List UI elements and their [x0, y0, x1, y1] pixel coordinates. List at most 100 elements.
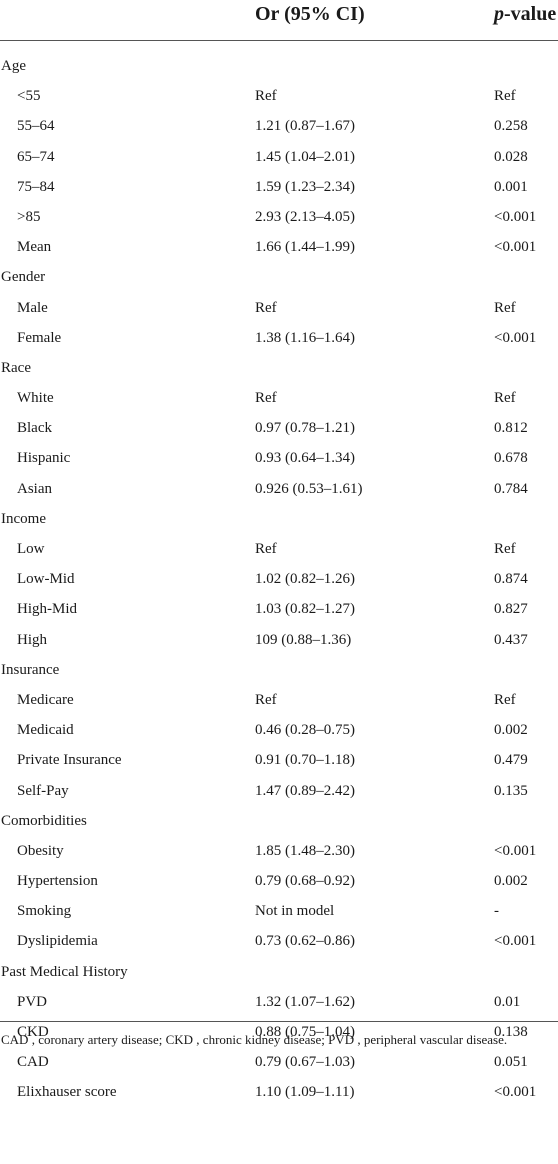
table-row: Medicaid 0.46 (0.28–0.75) 0.002 — [0, 715, 558, 745]
p-value-cell: 0.258 — [494, 118, 528, 135]
variable-label: Elixhauser score — [17, 1084, 117, 1101]
group-label: Race — [1, 359, 31, 376]
odds-ratio-cell: 1.02 (0.82–1.26) — [255, 571, 355, 588]
odds-ratio-cell: 0.46 (0.28–0.75) — [255, 722, 355, 739]
variable-label: Mean — [17, 239, 52, 256]
odds-ratio-cell: 1.21 (0.87–1.67) — [255, 118, 355, 135]
odds-ratio-cell: 0.926 (0.53–1.61) — [255, 480, 363, 497]
p-value-cell: Ref — [494, 88, 516, 105]
odds-ratio-cell: 1.38 (1.16–1.64) — [255, 329, 355, 346]
odds-ratio-cell: 1.45 (1.04–2.01) — [255, 148, 355, 165]
table-row: <55 Ref Ref — [0, 81, 558, 111]
table-row: Black 0.97 (0.78–1.21) 0.812 — [0, 413, 558, 443]
group-label: Past Medical History — [1, 963, 128, 980]
odds-ratio-cell: 1.66 (1.44–1.99) — [255, 239, 355, 256]
odds-ratio-cell: 0.73 (0.62–0.86) — [255, 933, 355, 950]
table-row: CAD 0.79 (0.67–1.03) 0.051 — [0, 1047, 558, 1077]
p-value-cell: Ref — [494, 390, 516, 407]
p-value-cell: 0.812 — [494, 420, 528, 437]
variable-label: >85 — [17, 208, 41, 225]
p-value-cell: 0.827 — [494, 601, 528, 618]
p-value-cell: <0.001 — [494, 329, 537, 346]
group-label: Income — [1, 510, 46, 527]
pvalue-header-italic: p — [494, 3, 504, 25]
odds-ratio-cell: 0.79 (0.67–1.03) — [255, 1054, 355, 1071]
odds-ratio-cell: Ref — [255, 390, 277, 407]
table-row: 65–74 1.45 (1.04–2.01) 0.028 — [0, 142, 558, 172]
table-row: Private Insurance 0.91 (0.70–1.18) 0.479 — [0, 745, 558, 775]
pvalue-header-rest: -value — [504, 3, 557, 25]
odds-ratio-cell: 1.47 (0.89–2.42) — [255, 782, 355, 799]
variable-label: High-Mid — [17, 601, 77, 618]
variable-label: Low-Mid — [17, 571, 75, 588]
group-header-row: Income — [0, 504, 558, 534]
p-value-cell: 0.051 — [494, 1054, 528, 1071]
odds-ratio-cell: Ref — [255, 299, 277, 316]
variable-label: Dyslipidemia — [17, 933, 98, 950]
odds-ratio-cell: 1.10 (1.09–1.11) — [255, 1084, 355, 1101]
table-row: High 109 (0.88–1.36) 0.437 — [0, 625, 558, 655]
variable-label: Medicaid — [17, 722, 74, 739]
odds-ratio-cell: 109 (0.88–1.36) — [255, 631, 352, 648]
table-row: Low-Mid 1.02 (0.82–1.26) 0.874 — [0, 564, 558, 594]
group-header-row: Insurance — [0, 655, 558, 685]
p-value-cell: 0.135 — [494, 782, 528, 799]
p-value-cell: 0.01 — [494, 993, 521, 1010]
table-footnote: CAD , coronary artery disease; CKD , chr… — [1, 1032, 508, 1047]
pvalue-column-header: p-value — [494, 0, 556, 28]
odds-ratio-cell: 1.59 (1.23–2.34) — [255, 178, 355, 195]
odds-ratio-cell: 0.88 (0.75–1.04) — [255, 1024, 355, 1040]
or-column-header: Or (95% CI) — [255, 3, 365, 25]
p-value-cell: 0.479 — [494, 752, 528, 769]
odds-ratio-cell: 0.91 (0.70–1.18) — [255, 752, 355, 769]
group-header-row: Race — [0, 353, 558, 383]
p-value-cell: - — [494, 903, 499, 920]
table-bottom-rule — [0, 1021, 558, 1022]
variable-label: Obesity — [17, 842, 64, 859]
table-body: Age <55 Ref Ref 55–64 1.21 (0.87–1.67) 0.258 65… — [0, 51, 558, 1108]
table-row: >85 2.93 (2.13–4.05) <0.001 — [0, 202, 558, 232]
p-value-cell: 0.001 — [494, 178, 528, 195]
odds-ratio-cell: Ref — [255, 691, 277, 708]
p-value-cell: 0.678 — [494, 450, 528, 467]
variable-label: Black — [17, 420, 52, 437]
group-label: Insurance — [1, 661, 60, 678]
table-row: Hispanic 0.93 (0.64–1.34) 0.678 — [0, 443, 558, 473]
odds-ratio-cell: 1.03 (0.82–1.27) — [255, 601, 355, 618]
variable-label: <55 — [17, 88, 41, 105]
variable-label: Hypertension — [17, 873, 98, 890]
odds-ratio-cell: Ref — [255, 88, 277, 105]
variable-label: High — [17, 631, 47, 648]
p-value-cell: <0.001 — [494, 1084, 537, 1101]
p-value-cell: <0.001 — [494, 208, 537, 225]
table-row: PVD 1.32 (1.07–1.62) 0.01 — [0, 987, 558, 1017]
variable-label: White — [17, 390, 54, 407]
variable-label: Self-Pay — [17, 782, 69, 799]
table-row: Mean 1.66 (1.44–1.99) <0.001 — [0, 232, 558, 262]
table-row: CKD 0.88 (0.75–1.04) 0.138 — [0, 1017, 558, 1047]
p-value-cell: Ref — [494, 299, 516, 316]
variable-label: CKD — [17, 1024, 49, 1040]
table-row: Elixhauser score 1.10 (1.09–1.11) <0.001 — [0, 1077, 558, 1107]
p-value-cell: <0.001 — [494, 842, 537, 859]
odds-ratio-cell: 1.85 (1.48–2.30) — [255, 842, 355, 859]
p-value-cell: Ref — [494, 691, 516, 708]
p-value-cell: Ref — [494, 541, 516, 557]
odds-ratio-cell: Not in model — [255, 903, 335, 920]
p-value-cell: 0.002 — [494, 873, 528, 890]
table-row: Asian 0.926 (0.53–1.61) 0.784 — [0, 474, 558, 504]
table-row: High-Mid 1.03 (0.82–1.27) 0.827 — [0, 594, 558, 624]
variable-label: CAD — [17, 1054, 49, 1071]
variable-label: PVD — [17, 993, 48, 1010]
table-row: White Ref Ref — [0, 383, 558, 413]
p-value-cell: <0.001 — [494, 239, 537, 256]
odds-ratio-cell: Ref — [255, 541, 277, 557]
p-value-cell: 0.138 — [494, 1024, 528, 1040]
table-row: 75–84 1.59 (1.23–2.34) 0.001 — [0, 172, 558, 202]
odds-ratio-cell: 0.79 (0.68–0.92) — [255, 873, 355, 890]
odds-ratio-cell: 1.32 (1.07–1.62) — [255, 993, 355, 1010]
table-row: 55–64 1.21 (0.87–1.67) 0.258 — [0, 111, 558, 141]
group-header-row: Comorbidities — [0, 806, 558, 836]
table-header: Or (95% CI) p-value — [0, 0, 558, 41]
p-value-cell: 0.437 — [494, 631, 528, 648]
